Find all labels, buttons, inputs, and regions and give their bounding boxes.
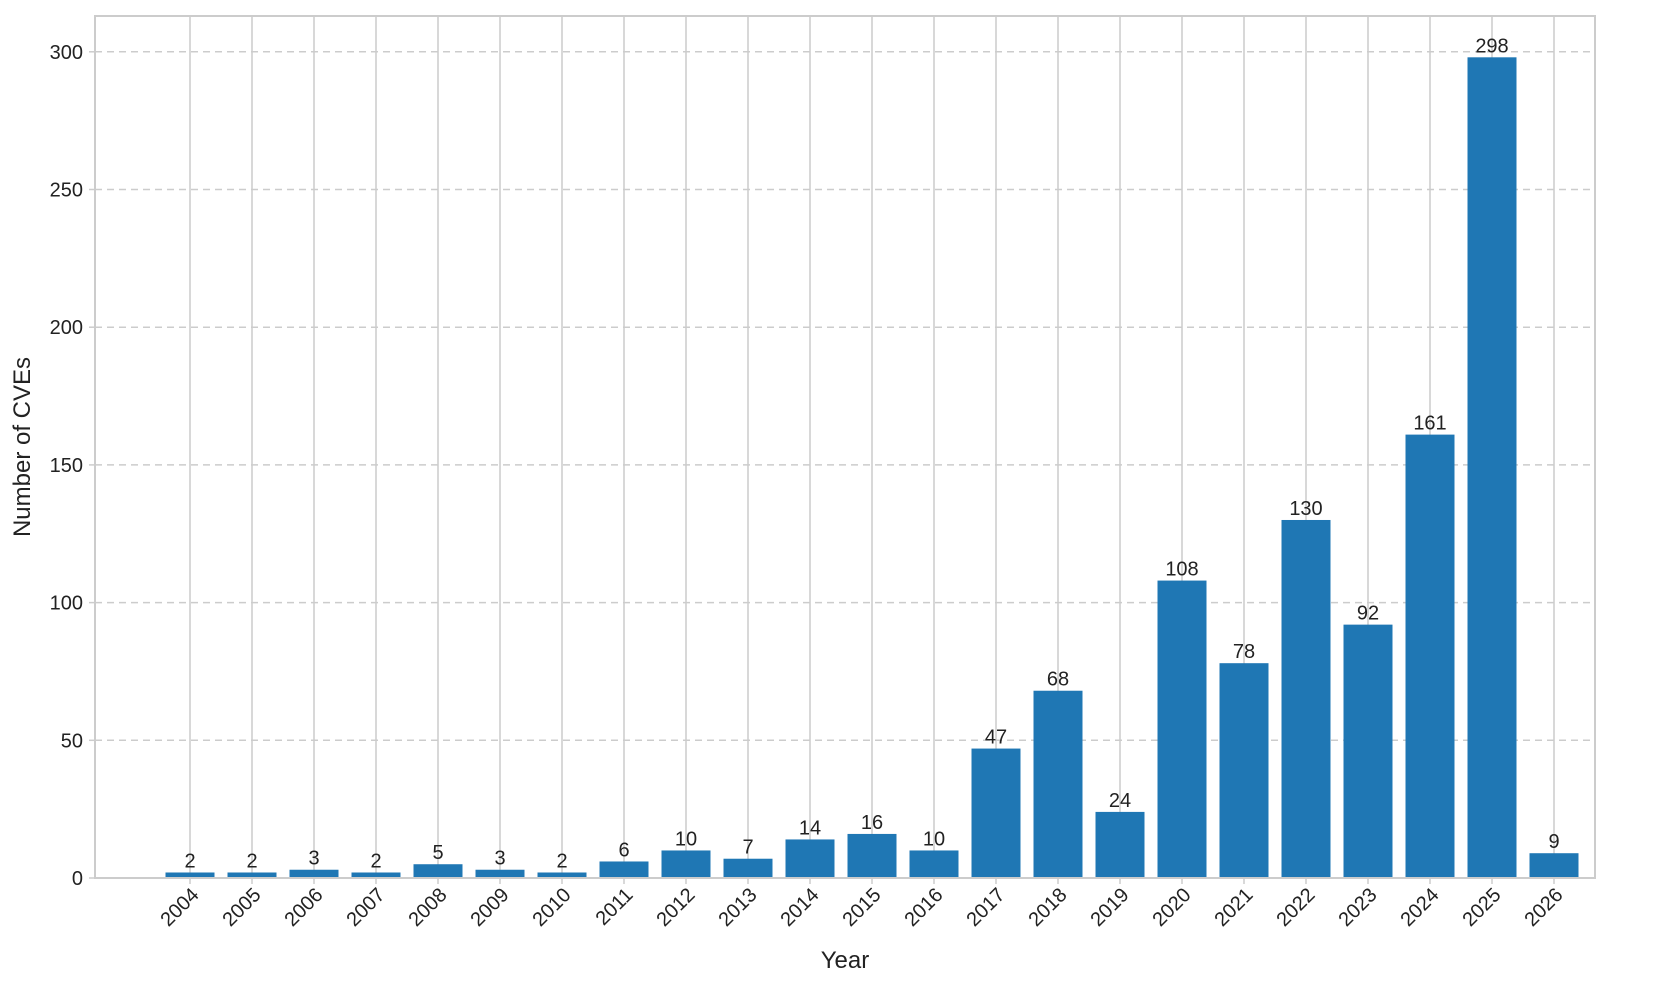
data-label-2009: 3 [494, 848, 505, 870]
data-label-2022: 130 [1289, 498, 1322, 520]
x-tick-label-2012: 2012 [653, 884, 700, 931]
data-label-2017: 47 [985, 727, 1007, 749]
bar-2024 [1405, 434, 1455, 878]
data-label-2015: 16 [861, 812, 883, 834]
x-tick-label-2024: 2024 [1397, 884, 1444, 931]
y-tick-label: 50 [61, 730, 83, 752]
bars-layer [165, 57, 1579, 878]
bar-2013 [723, 858, 773, 878]
y-tick-label: 200 [50, 317, 83, 339]
x-tick-label-2019: 2019 [1087, 884, 1134, 931]
bar-2007 [351, 872, 401, 878]
bar-2011 [599, 861, 649, 878]
data-label-2004: 2 [184, 850, 195, 872]
data-label-2018: 68 [1047, 669, 1069, 691]
bar-2008 [413, 864, 463, 878]
data-label-2011: 6 [618, 839, 629, 861]
bar-2020 [1157, 580, 1207, 878]
data-label-2006: 3 [308, 848, 319, 870]
data-label-2008: 5 [432, 842, 443, 864]
y-tick-label: 250 [50, 180, 83, 202]
x-tick-label-2015: 2015 [839, 884, 886, 931]
data-label-2007: 2 [370, 850, 381, 872]
bar-2019 [1095, 811, 1145, 878]
data-label-2020: 108 [1165, 559, 1198, 581]
x-axis-title: Year [821, 947, 870, 974]
x-tick-label-2013: 2013 [715, 884, 762, 931]
bar-2004 [165, 872, 215, 878]
x-tick-label-2016: 2016 [901, 884, 948, 931]
x-tick-label-2017: 2017 [963, 884, 1010, 931]
bar-2023 [1343, 624, 1393, 878]
plot-frame [94, 15, 1596, 879]
y-tick-label: 100 [50, 593, 83, 615]
data-label-2021: 78 [1233, 641, 1255, 663]
bar-2026 [1529, 853, 1579, 878]
x-axis-ticks: 2004 2005 2006 2007 2008 2009 2010 2011 2012 2013… [157, 878, 1568, 931]
bar-2005 [227, 872, 277, 878]
bar-2014 [785, 839, 835, 878]
data-label-2005: 2 [246, 850, 257, 872]
x-tick-label-2008: 2008 [405, 884, 452, 931]
grid-layer [95, 16, 1595, 878]
x-tick-label-2011: 2011 [592, 884, 638, 930]
bar-2009 [475, 869, 525, 878]
bar-2010 [537, 872, 587, 878]
bar-2012 [661, 850, 711, 878]
x-tick-label-2020: 2020 [1149, 884, 1196, 931]
bar-2022 [1281, 519, 1331, 878]
y-tick-label: 0 [72, 868, 83, 890]
x-tick-label-2023: 2023 [1335, 884, 1382, 931]
bar-2016 [909, 850, 959, 878]
x-tick-label-2007: 2007 [343, 884, 390, 931]
data-label-2016: 10 [923, 828, 945, 850]
y-tick-label: 300 [50, 42, 83, 64]
bar-2015 [847, 833, 897, 878]
y-axis-title: Number of CVEs [9, 357, 36, 537]
bar-2018 [1033, 690, 1083, 878]
bar-2021 [1219, 663, 1269, 878]
x-tick-label-2005: 2005 [219, 884, 266, 931]
x-tick-label-2006: 2006 [281, 884, 328, 931]
x-tick-label-2004: 2004 [157, 884, 204, 931]
data-label-2010: 2 [556, 850, 567, 872]
data-label-2026: 9 [1548, 831, 1559, 853]
x-tick-label-2021: 2021 [1211, 884, 1258, 931]
data-label-2024: 161 [1413, 413, 1446, 435]
bar-2025 [1467, 57, 1517, 878]
bar-2006 [289, 869, 339, 878]
labels-layer: 2 2 3 2 5 3 2 6 10 7 14 16 10 47 68 24 108 78 130 92 161 298 9 [184, 35, 1559, 872]
data-label-2023: 92 [1357, 603, 1379, 625]
x-tick-label-2022: 2022 [1273, 884, 1320, 931]
data-label-2025: 298 [1475, 35, 1508, 57]
y-tick-label: 150 [50, 455, 83, 477]
x-tick-label-2009: 2009 [467, 884, 514, 931]
data-label-2013: 7 [742, 837, 753, 859]
x-tick-label-2010: 2010 [529, 884, 576, 931]
y-axis-ticks: 0 50 100 150 200 250 300 [50, 42, 95, 890]
bar-2017 [971, 748, 1021, 878]
data-label-2019: 24 [1109, 790, 1131, 812]
x-tick-label-2025: 2025 [1459, 884, 1506, 931]
data-label-2014: 14 [799, 817, 821, 839]
x-tick-label-2014: 2014 [777, 884, 824, 931]
data-label-2012: 10 [675, 828, 697, 850]
x-tick-label-2026: 2026 [1521, 884, 1568, 931]
x-tick-label-2018: 2018 [1025, 884, 1072, 931]
